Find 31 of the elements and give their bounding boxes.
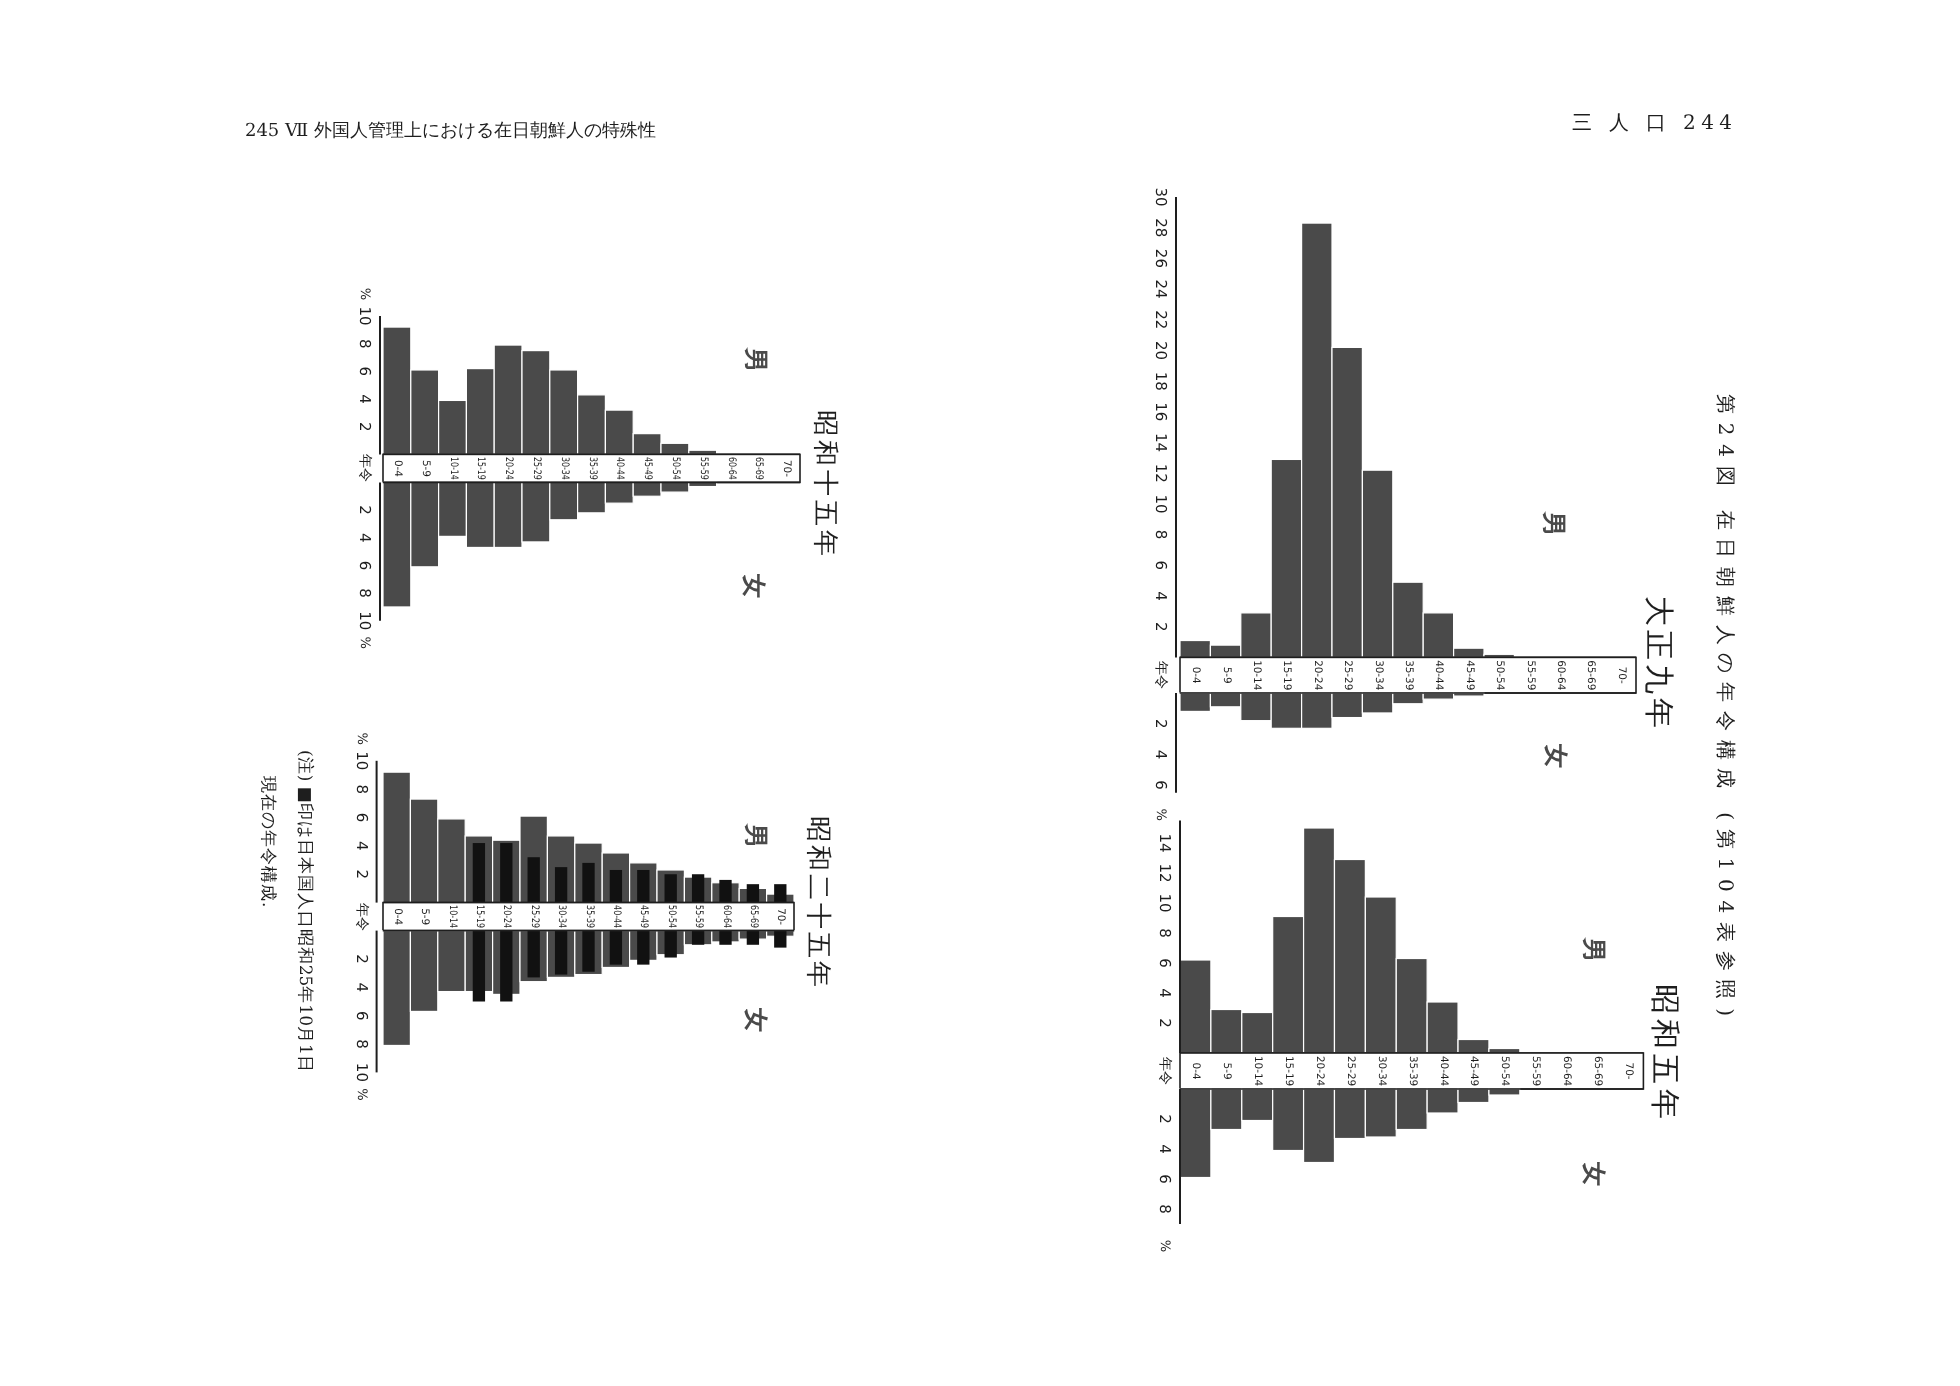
text: 女 [740,572,768,598]
text: 245 Ⅶ 外国人管理上における在日朝鮮人の特殊性 [244,120,656,142]
text: 第24図 在日朝鮮人の年令構成 (第104表参照) [1713,394,1737,1017]
bar [527,857,540,903]
bar [774,930,787,948]
text: 昭和二十五年 [802,816,832,990]
text: 女 [1542,742,1570,768]
text: 男 [742,346,770,372]
bar [609,869,623,903]
text: (注) ■印は日本国人口昭和25年10月1日現在の年令構成. [256,750,316,1073]
bar [719,879,732,903]
bar [582,862,595,903]
bar [500,930,513,1002]
text: 昭和五年 [1647,984,1683,1124]
text: 女 [742,1006,770,1032]
bar [664,930,677,958]
text: 昭和十五年 [809,410,839,560]
bar [691,874,705,903]
text: 大正九年 [1641,596,1677,732]
bar [554,867,568,903]
bar [746,884,760,903]
text: 男 [742,822,770,848]
text: 女 [1580,1160,1608,1186]
text: 男 [1540,510,1568,536]
text: 三 人 口 244 [1572,113,1732,135]
bar [719,930,732,945]
bar [774,884,787,903]
text: 男 [1580,936,1608,962]
bar [746,930,760,945]
bar [472,930,486,1002]
bar [637,930,650,965]
